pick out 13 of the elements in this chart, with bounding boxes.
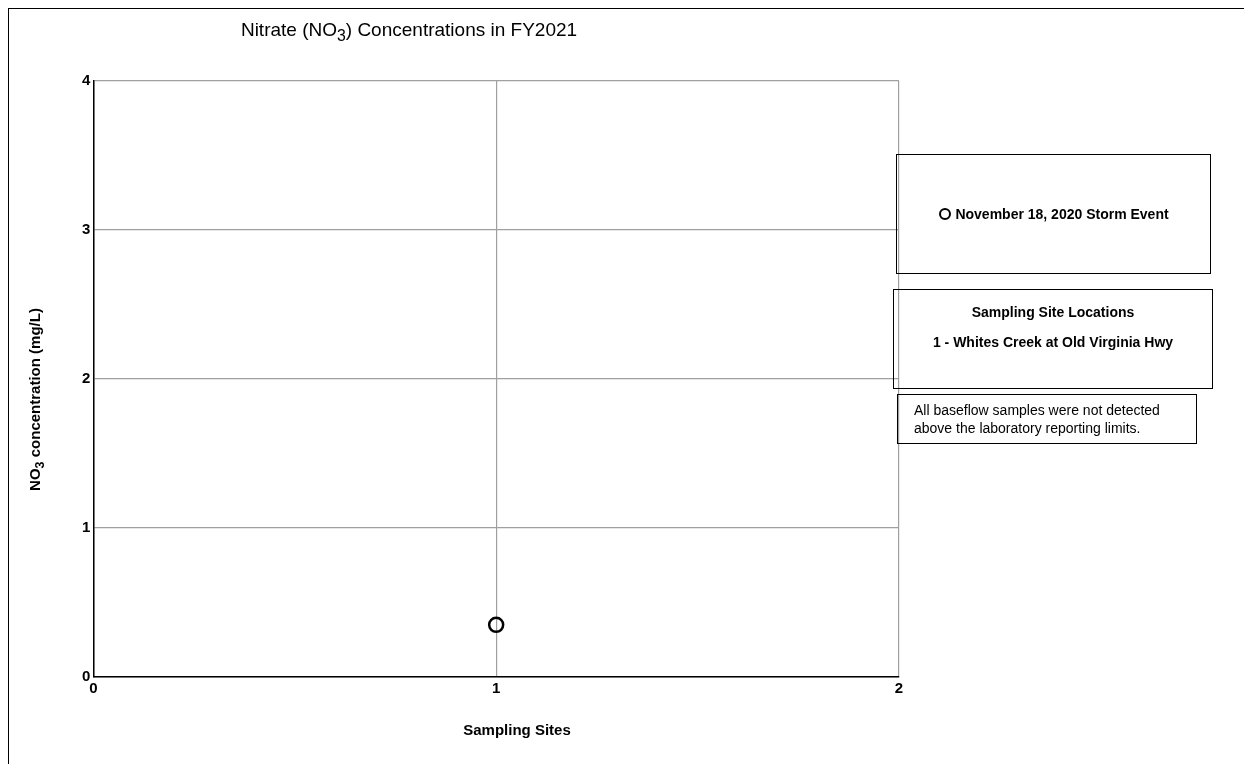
y-tick-label: 1 (82, 518, 91, 536)
y-tick-label: 3 (82, 220, 91, 238)
x-tick-label: 1 (492, 679, 501, 697)
text: All baseflow samples were not detected above the laboratory reporting limits. (897, 394, 1197, 444)
y-tick-label: 0 (82, 667, 91, 685)
y-tick-label: 2 (82, 369, 91, 387)
legend-label: November 18, 2020 Storm Event (955, 206, 1169, 222)
text: 1 - Whites Creek at Old Virginia Hwy (931, 334, 1175, 350)
chart-title: Nitrate (NO$_{3}$) Concentrations in FY2021 (239, 19, 579, 45)
text: Sampling Site Locations (970, 304, 1136, 320)
x-axis-title: Sampling Sites (462, 721, 572, 738)
x-tick-label: 2 (894, 679, 904, 697)
y-tick-label: 4 (82, 71, 91, 89)
